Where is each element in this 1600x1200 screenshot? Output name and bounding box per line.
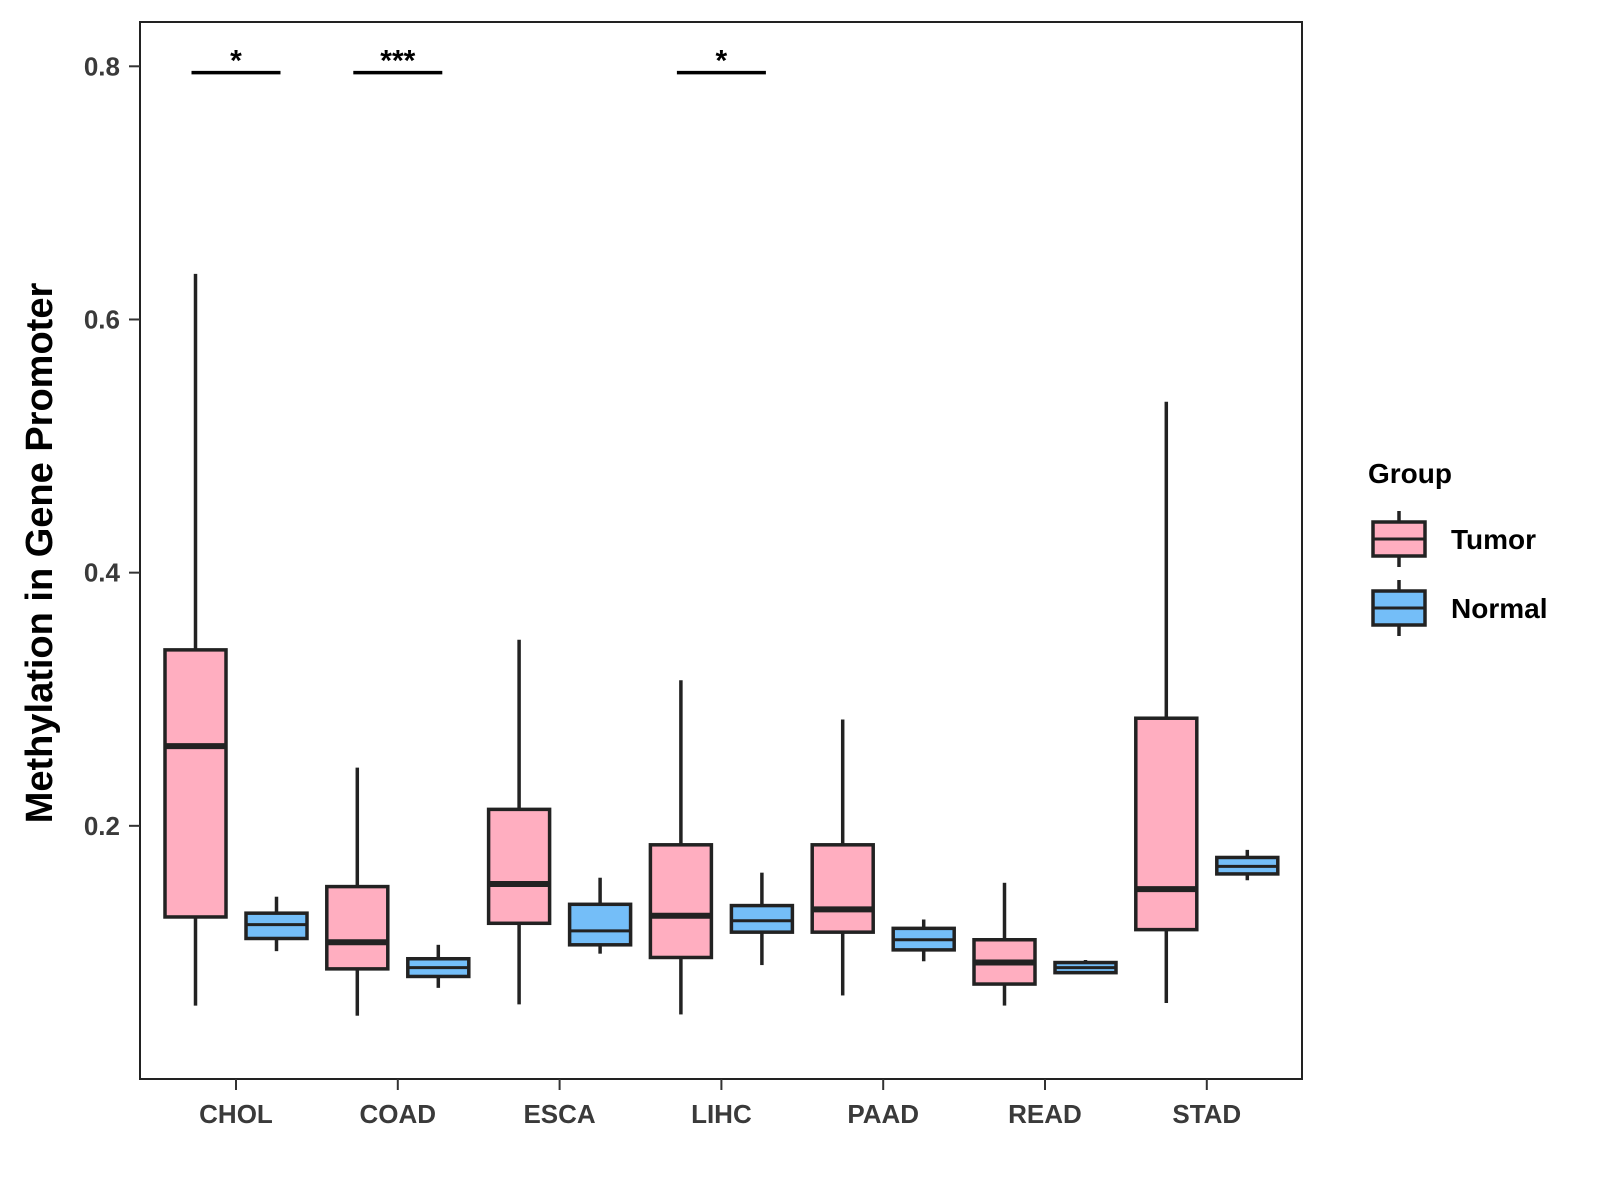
- significance-chol: *: [191, 45, 281, 78]
- significance-label: *: [716, 45, 728, 78]
- box-chol-tumor: [163, 273, 228, 1006]
- box-body: [567, 902, 633, 947]
- box-body: [1134, 716, 1199, 932]
- y-tick-label: 0.8: [84, 51, 120, 81]
- y-axis-title: Methylation in Gene Promoter: [19, 283, 61, 824]
- box-lihc-normal: [729, 872, 795, 966]
- x-tick-label: STAD: [1172, 1099, 1241, 1129]
- legend-label: Tumor: [1451, 524, 1536, 555]
- legend: Group Tumor Normal: [1368, 458, 1547, 636]
- legend-entry-tumor: Tumor: [1371, 511, 1536, 567]
- box-read-normal: [1053, 960, 1118, 975]
- x-tick-label: PAAD: [847, 1099, 919, 1129]
- box-body: [486, 807, 552, 926]
- legend-entry-normal: Normal: [1371, 580, 1547, 636]
- axes: 0.2 0.4 0.6 0.8 CHOL COAD ESCA LIHC PAAD READ STAD: [84, 21, 1303, 1129]
- box-paad-tumor: [810, 719, 875, 996]
- box-body: [729, 903, 795, 934]
- box-body: [163, 648, 228, 919]
- y-tick-label: 0.2: [84, 811, 120, 841]
- x-tick-label: CHOL: [199, 1099, 273, 1129]
- box-body: [325, 884, 390, 971]
- y-tick-label: 0.6: [84, 304, 120, 334]
- box-esca-tumor: [486, 639, 552, 1005]
- box-coad-normal: [406, 944, 471, 988]
- box-paad-normal: [891, 919, 956, 962]
- x-tick-label: COAD: [360, 1099, 437, 1129]
- legend-label: Normal: [1451, 593, 1547, 624]
- significance-lihc: *: [676, 45, 766, 78]
- box-body: [810, 843, 875, 934]
- significance-label: *: [230, 45, 242, 78]
- box-lihc-tumor: [648, 680, 714, 1015]
- box-body: [648, 843, 714, 960]
- legend-title: Group: [1368, 458, 1452, 489]
- box-stad-tumor: [1134, 401, 1199, 1004]
- box-chol-normal: [244, 896, 309, 952]
- x-tick-label: READ: [1008, 1099, 1082, 1129]
- significance-coad: ***: [353, 45, 443, 78]
- significance-label: ***: [380, 45, 415, 78]
- y-tick-label: 0.4: [84, 558, 121, 588]
- plot-area: * *** *: [163, 45, 1280, 1016]
- box-esca-normal: [567, 877, 633, 954]
- box-coad-tumor: [325, 767, 390, 1016]
- box-stad-normal: [1215, 849, 1280, 881]
- box-read-tumor: [972, 882, 1037, 1006]
- x-tick-label: LIHC: [691, 1099, 752, 1129]
- x-tick-label: ESCA: [523, 1099, 595, 1129]
